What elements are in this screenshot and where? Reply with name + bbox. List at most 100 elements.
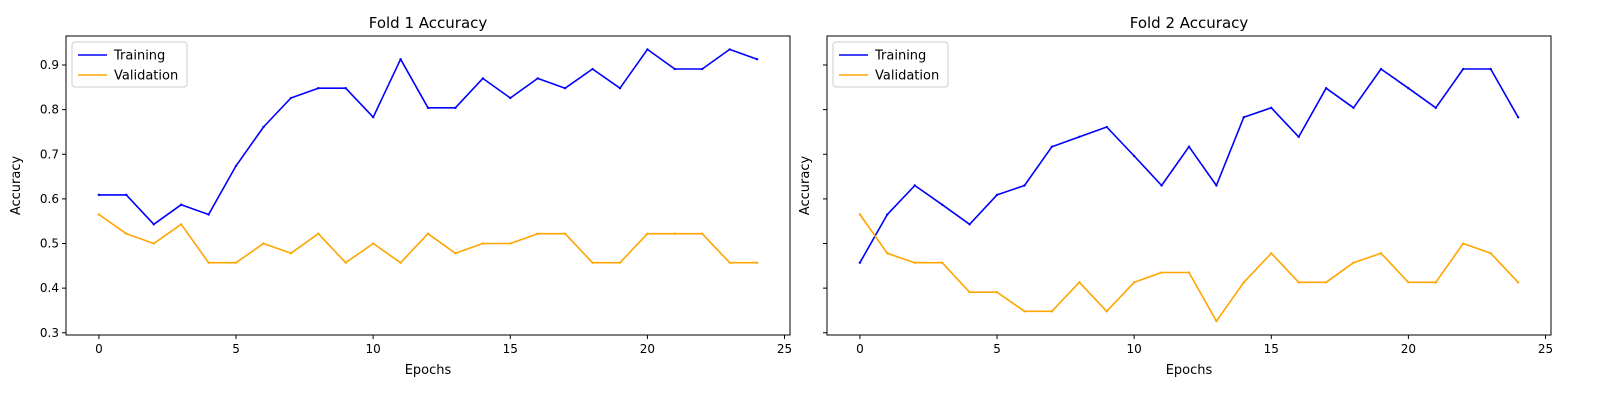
data-point-validation [1023, 310, 1026, 313]
data-point-training [371, 116, 375, 119]
data-point-validation [646, 232, 649, 235]
x-tick-label: 15 [1264, 342, 1279, 356]
data-point-training [673, 67, 677, 71]
data-point-training [426, 106, 430, 110]
data-point-training [968, 223, 971, 226]
data-point-validation [913, 261, 916, 264]
data-point-validation [1078, 281, 1081, 284]
data-point-training [618, 87, 622, 90]
data-point-validation [399, 261, 402, 264]
data-point-training [262, 125, 265, 129]
x-tick-label: 10 [1127, 342, 1142, 356]
data-point-training [152, 223, 155, 226]
y-tick-label: 0.8 [40, 103, 59, 117]
data-point-validation [1242, 281, 1246, 284]
x-tick-label: 10 [366, 342, 381, 356]
chart-title: Fold 2 Accuracy [1130, 14, 1249, 32]
data-point-training [399, 58, 402, 61]
data-point-training [179, 203, 183, 206]
data-point-validation [995, 290, 999, 294]
legend-label-training: Training [874, 49, 926, 64]
data-point-training [481, 77, 485, 80]
axes-frame [65, 35, 791, 336]
data-point-validation [1105, 310, 1108, 313]
y-axis-label: Accuracy [9, 156, 24, 216]
data-point-validation [1187, 271, 1191, 274]
data-point-training [289, 96, 293, 100]
chart-title: Fold 1 Accuracy [369, 14, 488, 32]
data-point-validation [1434, 281, 1438, 284]
x-tick-label: 25 [1538, 342, 1553, 356]
x-axis-label: Epochs [1166, 363, 1213, 378]
data-point-validation [262, 242, 265, 245]
data-point-training [509, 96, 512, 100]
x-tick-label: 0 [95, 342, 103, 356]
data-point-validation [858, 213, 862, 216]
data-point-validation [728, 261, 731, 264]
data-point-training [1023, 184, 1026, 187]
data-point-training [940, 203, 944, 206]
data-point-training [207, 213, 210, 216]
data-point-validation [344, 261, 347, 264]
data-point-validation [1462, 242, 1465, 245]
series-line-validation [98, 213, 758, 264]
data-point-training [755, 58, 759, 61]
data-point-training [234, 164, 238, 168]
data-point-validation [125, 232, 128, 235]
data-point-validation [317, 232, 320, 235]
data-point-training [1407, 87, 1410, 90]
data-point-training [886, 213, 889, 216]
data-point-validation [152, 242, 155, 245]
data-point-validation [426, 232, 430, 235]
data-point-validation [1297, 281, 1300, 284]
data-point-validation [536, 232, 539, 235]
subplot-2: Fold 2 Accuracy 0 5 10 15 20 25 Epochs Accuracy T… [798, 14, 1553, 378]
data-point-training [1078, 135, 1081, 139]
legend-label-training: Training [113, 49, 165, 64]
data-point-validation [1352, 261, 1355, 264]
series-line-training [859, 68, 1519, 264]
data-point-training [1132, 154, 1136, 158]
x-tick-label: 20 [640, 342, 655, 356]
data-point-validation [618, 261, 622, 264]
data-point-training [317, 87, 320, 90]
legend-label-validation: Validation [114, 69, 178, 84]
data-point-training [1462, 67, 1465, 71]
data-point-validation [563, 232, 567, 235]
series-line-training [98, 48, 758, 226]
y-tick-label: 0.3 [40, 326, 59, 340]
series-line-validation [859, 214, 1519, 323]
data-point-validation [1516, 281, 1520, 284]
data-point-validation [673, 232, 677, 235]
legend-label-validation: Validation [875, 69, 939, 84]
x-tick-label: 25 [777, 342, 792, 356]
data-point-validation [1050, 310, 1054, 313]
data-point-validation [97, 213, 101, 216]
x-tick-label: 20 [1401, 342, 1416, 356]
x-tick-label: 15 [503, 342, 518, 356]
data-point-validation [591, 261, 594, 264]
data-point-validation [234, 261, 238, 264]
data-point-training [1160, 184, 1163, 187]
y-tick-label: 0.6 [40, 192, 59, 206]
data-point-validation [1215, 319, 1218, 323]
data-point-training [1050, 145, 1054, 148]
data-point-validation [207, 261, 210, 264]
data-point-training [1215, 184, 1218, 187]
data-point-validation [1270, 252, 1273, 255]
data-point-validation [1324, 281, 1328, 284]
data-point-validation [1407, 281, 1410, 284]
data-point-validation [481, 242, 485, 245]
data-point-training [1297, 135, 1300, 139]
data-point-training [1516, 116, 1520, 119]
data-point-validation [179, 223, 183, 226]
data-point-validation [701, 232, 704, 235]
data-point-training [728, 48, 731, 51]
y-axis-label: Accuracy [798, 156, 813, 216]
data-point-training [1379, 67, 1383, 71]
data-point-validation [509, 242, 512, 245]
data-point-validation [940, 261, 944, 264]
data-point-training [1105, 125, 1108, 129]
